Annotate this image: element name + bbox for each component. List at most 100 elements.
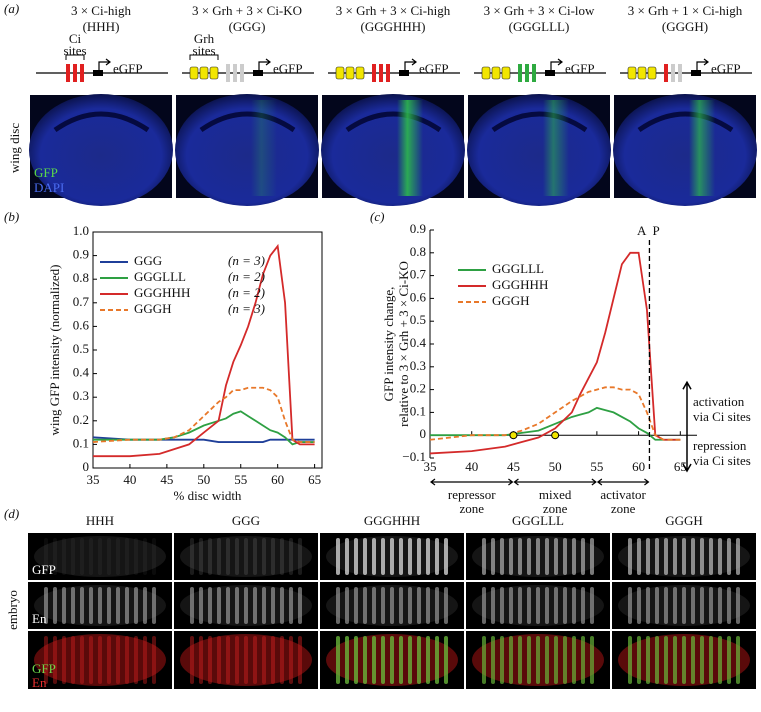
embryo-stripe [363, 538, 367, 575]
embryo-stripe [363, 636, 367, 684]
embryo-stripe [235, 636, 239, 684]
x-tick-label: 65 [674, 459, 687, 474]
grh-site [627, 66, 637, 80]
ci-site [240, 64, 244, 82]
disc-fold [199, 111, 296, 133]
embryo-stripe [545, 636, 549, 684]
embryo-stripe [71, 538, 75, 575]
construct-code: (HHH) [83, 19, 120, 34]
embryo-stripe [581, 587, 585, 624]
y-tick-label: −0.1 [402, 449, 426, 464]
grh-site [355, 66, 365, 80]
embryo-stripe [199, 636, 203, 684]
side-label: embryo [5, 590, 20, 630]
embryo-stripe [691, 538, 695, 575]
side-label: wing disc [7, 123, 22, 173]
embryo-stripe [691, 636, 695, 684]
embryo-stripe [217, 538, 221, 575]
construct-code: (GGG) [229, 19, 266, 34]
series-line [92, 436, 315, 443]
bracket-label: Ci [69, 31, 82, 46]
disc-tissue [321, 94, 465, 206]
embryo-stripe [655, 538, 659, 575]
column-header: GGGHHH [364, 513, 420, 528]
tss-arrow [98, 58, 111, 70]
y-axis-label: wing GFP intensity (normalized) [47, 264, 62, 435]
embryo-stripe [518, 538, 522, 575]
embryo-stripe [152, 587, 156, 624]
legend-label: GGGH [492, 293, 530, 308]
x-tick-label: 45 [160, 472, 173, 487]
embryo-stripe [62, 538, 66, 575]
legend-label: GGGLLL [134, 269, 186, 284]
embryo-stripe [718, 538, 722, 575]
embryo-stripe [408, 587, 412, 624]
construct-code: (GGGLLL) [509, 19, 570, 34]
embryo-stripe [372, 587, 376, 624]
y-tick-label: 0.7 [73, 294, 90, 309]
embryo-stripe [381, 538, 385, 575]
grh-site [335, 66, 345, 80]
embryo-stripe [390, 636, 394, 684]
y-tick-label: 0.2 [73, 412, 89, 427]
embryo-stripe [53, 636, 57, 684]
embryo-stripe [572, 636, 576, 684]
boundary-label: A [637, 223, 647, 238]
embryo-stripe [563, 587, 567, 624]
y-tick-label: 0.3 [73, 388, 89, 403]
bracket [189, 54, 219, 60]
construct-title: 3 × Grh + 3 × Ci-KO [192, 3, 302, 18]
ci-site [671, 64, 675, 82]
embryo-stripe [482, 587, 486, 624]
embryo-stripe [363, 587, 367, 624]
ci-site [532, 64, 536, 82]
embryo-stripe [381, 587, 385, 624]
y-tick-label: 0.6 [73, 317, 90, 332]
embryo-stripe [682, 587, 686, 624]
zone-label: mixed [539, 487, 572, 502]
embryo-stripe [53, 538, 57, 575]
embryo-stripe [217, 636, 221, 684]
construct-title: 3 × Grh + 3 × Ci-low [484, 3, 595, 18]
embryo-stripe [527, 587, 531, 624]
grh-site [199, 66, 209, 80]
y-tick-label: 0 [83, 459, 90, 474]
bracket-label: sites [63, 43, 86, 58]
embryo-stripe [298, 538, 302, 575]
embryo-stripe [399, 587, 403, 624]
x-tick-label: 40 [465, 459, 478, 474]
embryo-stripe [190, 587, 194, 624]
grh-site [647, 66, 657, 80]
embryo-stripe [500, 538, 504, 575]
reporter: eGFP [565, 61, 595, 76]
grh-site [481, 66, 491, 80]
legend-note: (n = 3) [228, 253, 265, 268]
embryo-stripe [62, 587, 66, 624]
legend-label: GGGH [134, 301, 172, 316]
embryo-stripe [235, 587, 239, 624]
embryo-stripe [152, 636, 156, 684]
embryo-stripe [572, 538, 576, 575]
embryo-stripe [509, 538, 513, 575]
zone-arrow [513, 478, 597, 486]
embryo-stripe [80, 636, 84, 684]
embryo-stripe [628, 538, 632, 575]
embryo-stripe [435, 538, 439, 575]
embryo-stripe [80, 538, 84, 575]
column-header: GGG [232, 513, 260, 528]
x-tick-label: 60 [271, 472, 284, 487]
zone-arrow [430, 478, 514, 486]
embryo-stripe [554, 538, 558, 575]
embryo-stripe [143, 636, 147, 684]
embryo-stripe [152, 538, 156, 575]
gfp-stripe [251, 100, 277, 196]
embryo-stripe [426, 636, 430, 684]
x-tick-label: 50 [197, 472, 210, 487]
ci-site [226, 64, 230, 82]
embryo-stripe [336, 538, 340, 575]
tss-arrow [550, 58, 563, 70]
construct-code: (GGGH) [662, 19, 708, 34]
embryo-stripe [628, 636, 632, 684]
reporter: eGFP [419, 61, 449, 76]
embryo-stripe [226, 587, 230, 624]
